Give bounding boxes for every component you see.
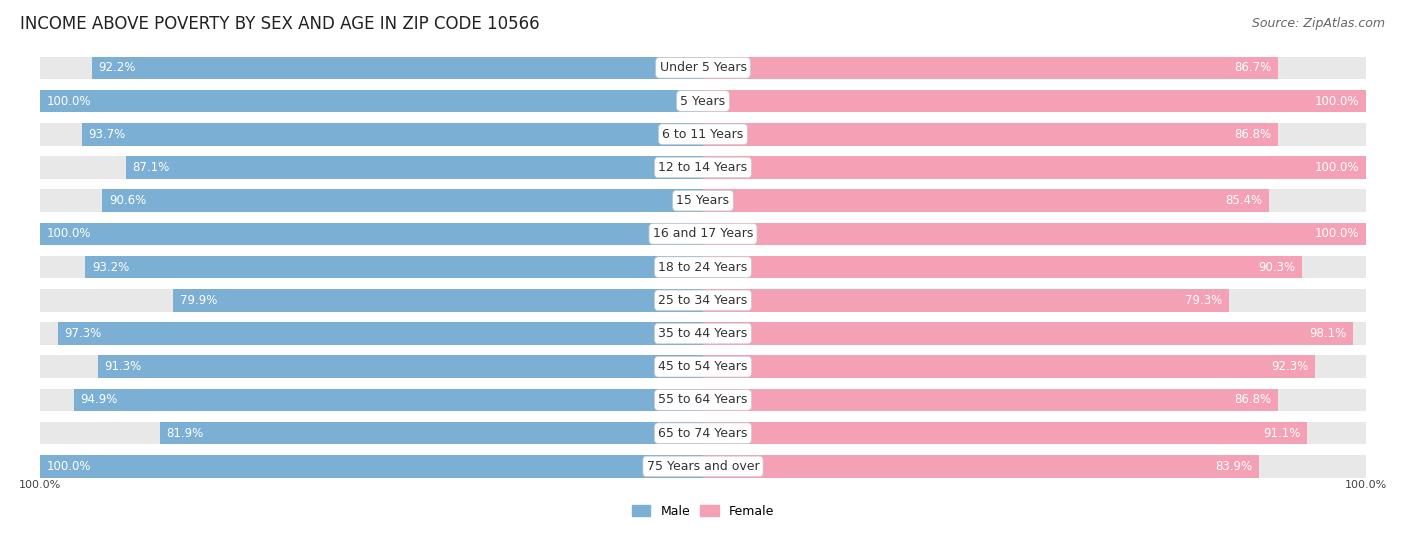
Text: 100.0%: 100.0% bbox=[20, 480, 62, 490]
Bar bbox=[41, 56, 703, 79]
Text: 92.3%: 92.3% bbox=[1271, 360, 1308, 373]
Bar bbox=[703, 256, 1365, 278]
Bar bbox=[98, 356, 703, 378]
Bar bbox=[41, 222, 703, 245]
Text: 83.9%: 83.9% bbox=[1215, 460, 1253, 473]
Bar bbox=[41, 190, 703, 212]
Text: 85.4%: 85.4% bbox=[1225, 194, 1263, 207]
Text: 97.3%: 97.3% bbox=[65, 327, 101, 340]
Text: 92.2%: 92.2% bbox=[98, 61, 136, 74]
Text: 86.8%: 86.8% bbox=[1234, 394, 1272, 406]
Bar bbox=[160, 422, 703, 444]
Bar bbox=[41, 322, 703, 345]
Bar bbox=[703, 289, 1229, 311]
Bar bbox=[703, 455, 1260, 478]
Bar bbox=[703, 156, 1365, 179]
Text: 100.0%: 100.0% bbox=[1315, 228, 1360, 240]
Bar bbox=[125, 156, 703, 179]
Bar bbox=[703, 56, 1278, 79]
Text: 5 Years: 5 Years bbox=[681, 94, 725, 107]
Text: 100.0%: 100.0% bbox=[1344, 480, 1386, 490]
Bar bbox=[41, 256, 703, 278]
Text: Source: ZipAtlas.com: Source: ZipAtlas.com bbox=[1251, 17, 1385, 30]
Text: 86.7%: 86.7% bbox=[1234, 61, 1271, 74]
Bar bbox=[58, 322, 703, 345]
Text: 94.9%: 94.9% bbox=[80, 394, 118, 406]
Bar bbox=[103, 190, 703, 212]
Bar bbox=[41, 222, 703, 245]
Bar bbox=[41, 356, 703, 378]
Text: 55 to 64 Years: 55 to 64 Years bbox=[658, 394, 748, 406]
Bar bbox=[703, 356, 1365, 378]
Bar bbox=[41, 289, 703, 311]
Text: 100.0%: 100.0% bbox=[1315, 94, 1360, 107]
Bar bbox=[41, 90, 703, 112]
Bar bbox=[41, 90, 703, 112]
Bar bbox=[703, 422, 1306, 444]
Bar bbox=[703, 322, 1353, 345]
Bar bbox=[703, 222, 1365, 245]
Bar bbox=[41, 422, 703, 444]
Bar bbox=[41, 123, 703, 145]
Bar bbox=[703, 455, 1365, 478]
Text: 6 to 11 Years: 6 to 11 Years bbox=[662, 128, 744, 141]
Bar bbox=[703, 389, 1278, 411]
Text: 100.0%: 100.0% bbox=[46, 460, 91, 473]
Text: 86.8%: 86.8% bbox=[1234, 128, 1272, 141]
Bar bbox=[703, 190, 1270, 212]
Legend: Male, Female: Male, Female bbox=[627, 500, 779, 523]
Text: 81.9%: 81.9% bbox=[167, 427, 204, 440]
Text: 16 and 17 Years: 16 and 17 Years bbox=[652, 228, 754, 240]
Bar bbox=[703, 56, 1365, 79]
Bar bbox=[703, 322, 1365, 345]
Text: 100.0%: 100.0% bbox=[46, 94, 91, 107]
Bar bbox=[91, 56, 703, 79]
Text: 93.7%: 93.7% bbox=[89, 128, 125, 141]
Bar bbox=[703, 256, 1302, 278]
Text: Under 5 Years: Under 5 Years bbox=[659, 61, 747, 74]
Bar bbox=[703, 289, 1365, 311]
Bar bbox=[41, 389, 703, 411]
Bar bbox=[703, 90, 1365, 112]
Text: 100.0%: 100.0% bbox=[46, 228, 91, 240]
Text: 65 to 74 Years: 65 to 74 Years bbox=[658, 427, 748, 440]
Text: 90.3%: 90.3% bbox=[1258, 260, 1295, 273]
Text: 100.0%: 100.0% bbox=[1315, 161, 1360, 174]
Bar bbox=[703, 356, 1315, 378]
Bar bbox=[41, 455, 703, 478]
Bar bbox=[86, 256, 703, 278]
Text: 98.1%: 98.1% bbox=[1309, 327, 1347, 340]
Bar bbox=[173, 289, 703, 311]
Text: 90.6%: 90.6% bbox=[110, 194, 146, 207]
Bar bbox=[703, 90, 1365, 112]
Bar bbox=[41, 156, 703, 179]
Bar bbox=[703, 422, 1365, 444]
Bar bbox=[703, 222, 1365, 245]
Text: 79.9%: 79.9% bbox=[180, 294, 218, 307]
Bar bbox=[703, 389, 1365, 411]
Bar bbox=[75, 389, 703, 411]
Text: INCOME ABOVE POVERTY BY SEX AND AGE IN ZIP CODE 10566: INCOME ABOVE POVERTY BY SEX AND AGE IN Z… bbox=[20, 15, 540, 33]
Text: 75 Years and over: 75 Years and over bbox=[647, 460, 759, 473]
Text: 45 to 54 Years: 45 to 54 Years bbox=[658, 360, 748, 373]
Text: 35 to 44 Years: 35 to 44 Years bbox=[658, 327, 748, 340]
Text: 12 to 14 Years: 12 to 14 Years bbox=[658, 161, 748, 174]
Bar bbox=[82, 123, 703, 145]
Bar bbox=[703, 190, 1365, 212]
Text: 15 Years: 15 Years bbox=[676, 194, 730, 207]
Bar bbox=[703, 123, 1365, 145]
Text: 79.3%: 79.3% bbox=[1185, 294, 1222, 307]
Text: 87.1%: 87.1% bbox=[132, 161, 170, 174]
Text: 18 to 24 Years: 18 to 24 Years bbox=[658, 260, 748, 273]
Bar bbox=[41, 455, 703, 478]
Bar bbox=[703, 156, 1365, 179]
Text: 91.1%: 91.1% bbox=[1263, 427, 1301, 440]
Text: 25 to 34 Years: 25 to 34 Years bbox=[658, 294, 748, 307]
Text: 91.3%: 91.3% bbox=[104, 360, 142, 373]
Bar bbox=[703, 123, 1278, 145]
Text: 93.2%: 93.2% bbox=[91, 260, 129, 273]
